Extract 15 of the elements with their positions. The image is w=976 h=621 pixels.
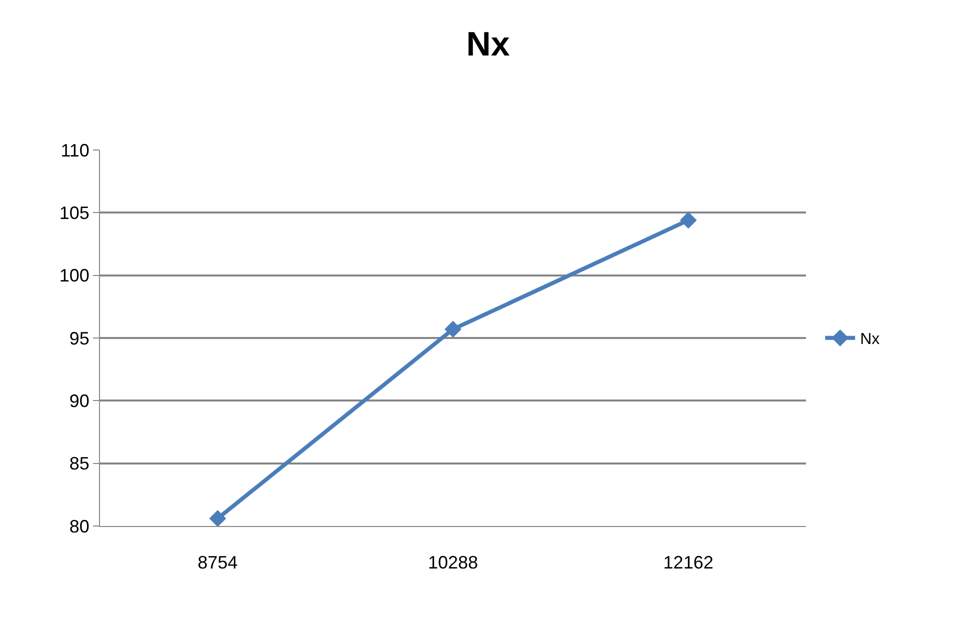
x-tick-label: 8754 xyxy=(198,552,238,573)
y-tick-label: 110 xyxy=(60,140,90,160)
y-tick-label: 90 xyxy=(69,390,90,411)
x-tick-label: 12162 xyxy=(663,552,714,573)
y-tick-label: 105 xyxy=(59,202,90,223)
legend-label: Nx xyxy=(860,331,880,348)
y-tick-label: 95 xyxy=(69,328,90,348)
y-tick-label: 80 xyxy=(69,516,90,536)
x-tick-label: 10288 xyxy=(428,552,478,573)
point xyxy=(209,510,226,527)
y-tick-label: 85 xyxy=(69,454,90,474)
chart-title: Nx xyxy=(466,25,510,64)
point xyxy=(680,212,697,229)
y-tick-label: 100 xyxy=(59,266,90,286)
point xyxy=(444,320,462,338)
